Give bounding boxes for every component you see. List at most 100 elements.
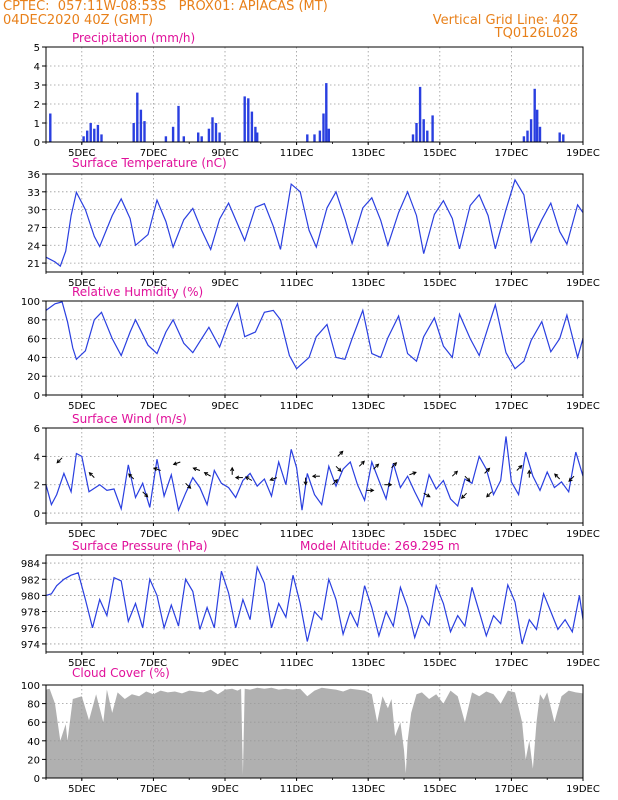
wind-line <box>45 436 584 513</box>
precip-ytick-label: 1 <box>34 119 40 130</box>
humidity-xtick-label: 11DEC <box>280 401 314 412</box>
precip-bar <box>415 123 418 142</box>
precip-bar <box>214 123 218 142</box>
wind-arrow-shaft <box>270 477 278 481</box>
wind-arrow-head <box>339 450 344 455</box>
precip-bar <box>164 136 168 142</box>
cloud-xtick-label: 19DEC <box>566 784 600 795</box>
wind-arrow-head <box>568 477 573 482</box>
wind-arrow-head <box>187 484 192 489</box>
wind-arrow-head <box>412 471 417 476</box>
precip-ytick-label: 4 <box>34 62 40 73</box>
wind-arrow-head <box>128 473 133 478</box>
wind-arrow-head <box>486 493 491 498</box>
temp-ytick-label: 30 <box>27 206 40 217</box>
wind-arrow-head <box>192 467 197 472</box>
temp-xtick-label: 13DEC <box>351 278 385 289</box>
wind-arrow <box>486 491 493 498</box>
cloud-xtick-label: 5DEC <box>68 784 95 795</box>
precip-bar <box>243 96 246 142</box>
wind-arrow-head <box>88 471 93 477</box>
temp-xtick-label: 17DEC <box>495 278 529 289</box>
wind-panel: 5DEC 7DEC 9DEC 11DEC 13DEC 15DEC 17DEC 19DEC 0 2 4… <box>34 412 600 540</box>
wind-xtick-label: 5DEC <box>68 529 95 540</box>
precip-xtick-label: 9DEC <box>211 148 238 159</box>
wind-arrow-shaft <box>173 461 181 465</box>
humidity-ytick-label: 80 <box>27 316 40 327</box>
cloud-xtick-label: 11DEC <box>280 784 314 795</box>
wind-xtick-label: 7DEC <box>140 529 167 540</box>
header-code: TQ0126L028 <box>494 26 578 41</box>
wind-arrow-head <box>360 460 365 465</box>
wind-arrow <box>464 475 471 482</box>
precip-bar <box>418 86 422 142</box>
pressure-frame <box>45 554 584 653</box>
pressure-xtick-label: 15DEC <box>423 658 457 669</box>
wind-arrow-head <box>153 467 158 472</box>
wind-ytick-label: 0 <box>34 509 40 520</box>
precip-bar <box>256 132 259 142</box>
precip-bar <box>526 130 529 142</box>
pressure-xtick-label: 17DEC <box>495 658 529 669</box>
cloud-xtick-label: 17DEC <box>495 784 529 795</box>
wind-arrow-shaft <box>409 471 417 476</box>
temp-ytick-label: 27 <box>27 223 40 234</box>
pressure-xtick-label: 11DEC <box>280 658 314 669</box>
humidity-xtick-label: 13DEC <box>351 401 385 412</box>
precip-bar <box>182 136 185 142</box>
wind-arrow-head <box>269 477 274 481</box>
humidity-line <box>45 301 584 370</box>
pressure-ytick-label: 982 <box>21 575 40 586</box>
temp-ytick-label: 24 <box>27 241 40 252</box>
wind-arrow <box>484 467 491 474</box>
wind-arrow <box>185 482 192 489</box>
wind-arrow-shaft <box>391 462 397 469</box>
wind-xtick-label: 17DEC <box>495 529 529 540</box>
wind-arrow-shaft <box>335 465 342 472</box>
wind-arrow-head <box>387 482 393 487</box>
wind-arrow-shaft <box>245 476 253 481</box>
pressure-ytick-label: 980 <box>21 591 40 602</box>
wind-ytick-label: 6 <box>34 424 40 435</box>
wind-arrow-shaft <box>193 467 201 471</box>
wind-arrow-shaft <box>554 473 561 480</box>
pressure-xtick-label: 7DEC <box>140 658 167 669</box>
wind-arrow-head <box>460 494 466 499</box>
temp-xtick-label: 11DEC <box>280 278 314 289</box>
precip-bar <box>250 111 254 142</box>
humidity-xtick-label: 17DEC <box>495 401 529 412</box>
wind-ytick-label: 4 <box>34 452 40 463</box>
precip-xtick-label: 17DEC <box>495 148 529 159</box>
precip-bar <box>207 128 211 142</box>
precip-bar <box>96 124 100 142</box>
wind-arrow-shaft <box>516 465 523 471</box>
wind-arrow-head <box>56 459 61 464</box>
precip-frame <box>45 46 584 143</box>
wind-arrow-head <box>554 473 559 478</box>
humidity-ytick-label: 0 <box>34 391 40 402</box>
temp-panel: 5DEC 7DEC 9DEC 11DEC 13DEC 15DEC 17DEC 19DEC 21 2… <box>27 156 600 289</box>
wind-arrow <box>192 467 201 472</box>
wind-arrow-shaft <box>464 475 471 482</box>
precip-bar <box>322 113 325 142</box>
wind-arrow-shaft <box>486 491 493 498</box>
wind-arrow-head <box>203 472 209 476</box>
pressure-title: Surface Pressure (hPa) <box>72 539 208 553</box>
wind-arrow <box>554 473 561 480</box>
pressure-ytick-label: 976 <box>21 624 40 635</box>
header-line1: CPTEC: 057:11W-08:53S PROX01: APIACAS (M… <box>3 0 328 14</box>
temp-frame <box>45 173 584 273</box>
cloud-panel: 5DEC 7DEC 9DEC 11DEC 13DEC 15DEC 17DEC 19DEC 0 20… <box>21 666 600 795</box>
wind-arrow-head <box>333 479 339 484</box>
pressure-xtick-label: 13DEC <box>351 658 385 669</box>
wind-arrow-head <box>375 463 380 468</box>
humidity-ytick-label: 40 <box>27 353 40 364</box>
wind-arrow <box>172 461 181 466</box>
precip-bar <box>171 126 175 142</box>
humidity-ytick-label: 100 <box>21 297 40 308</box>
wind-arrow-head <box>144 493 149 498</box>
wind-arrow-shaft <box>89 472 95 478</box>
wind-arrow <box>409 471 417 476</box>
wind-arrow <box>203 472 211 477</box>
humidity-panel: 5DEC 7DEC 9DEC 11DEC 13DEC 15DEC 17DEC 19DEC 0 20… <box>21 285 600 412</box>
